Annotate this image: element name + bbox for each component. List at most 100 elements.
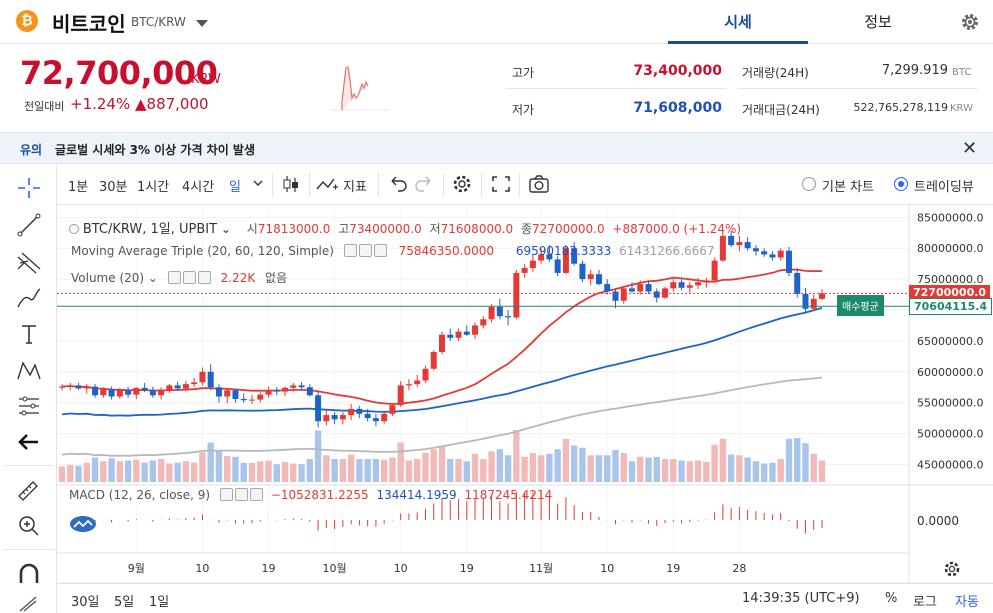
volume-value: 7,299.919 bbox=[881, 63, 948, 78]
volume-bar bbox=[323, 455, 330, 482]
camera-icon[interactable] bbox=[527, 173, 551, 195]
radio-basic-chart[interactable] bbox=[802, 177, 816, 191]
interval-4h[interactable]: 4시간 bbox=[182, 180, 215, 195]
tradingview-label[interactable]: 트레이딩뷰 bbox=[914, 180, 974, 195]
undo-icon[interactable] bbox=[385, 173, 409, 195]
lock-drawings-icon[interactable] bbox=[14, 593, 44, 613]
crosshair-icon[interactable] bbox=[14, 175, 44, 201]
radio-tradingview[interactable] bbox=[894, 177, 908, 191]
divider bbox=[272, 173, 273, 197]
volume-title[interactable]: Volume (20) bbox=[71, 271, 145, 285]
volume-bar bbox=[207, 442, 214, 482]
volume-bar bbox=[389, 457, 396, 482]
close-icon[interactable] bbox=[373, 244, 387, 257]
chevron-down-icon[interactable] bbox=[196, 20, 208, 27]
gear-icon[interactable] bbox=[941, 558, 963, 580]
volume-bar bbox=[802, 443, 809, 482]
notice-text: 글로벌 시세와 3% 이상 가격 차이 발생 bbox=[55, 143, 256, 157]
volume-bar bbox=[91, 457, 99, 482]
text-tool-icon[interactable] bbox=[14, 321, 44, 347]
measure-icon[interactable] bbox=[14, 393, 44, 419]
candle-body bbox=[488, 306, 495, 320]
time-axis-label: 10월 bbox=[323, 562, 347, 575]
candle-body bbox=[339, 415, 346, 420]
range-1d[interactable]: 1일 bbox=[149, 595, 170, 610]
volume-bar bbox=[595, 455, 603, 482]
volume-bar bbox=[653, 456, 660, 482]
back-arrow-icon[interactable] bbox=[14, 429, 44, 455]
percent-toggle[interactable]: % bbox=[885, 591, 898, 606]
price-axis-label: 65000000.0 bbox=[917, 335, 983, 348]
log-toggle[interactable]: 로그 bbox=[913, 595, 937, 610]
gear-icon[interactable] bbox=[358, 244, 372, 257]
candle-body bbox=[224, 390, 231, 397]
tradingview-logo-icon bbox=[70, 516, 96, 532]
magnet-icon[interactable] bbox=[14, 561, 44, 587]
eye-icon[interactable] bbox=[343, 244, 357, 257]
candle-body bbox=[298, 385, 305, 388]
drawing-toolbar bbox=[0, 165, 57, 613]
candle-body bbox=[240, 398, 247, 401]
settings-icon[interactable] bbox=[450, 173, 474, 195]
volume-bar bbox=[769, 462, 776, 482]
eye-icon[interactable] bbox=[167, 271, 181, 284]
zoom-in-icon[interactable] bbox=[14, 513, 44, 539]
macd-title[interactable]: MACD (12, 26, close, 9) bbox=[69, 488, 211, 502]
volume-bar bbox=[83, 462, 90, 482]
chevron-down-icon[interactable] bbox=[251, 175, 265, 191]
candle-body bbox=[455, 331, 462, 338]
close-icon[interactable] bbox=[197, 271, 211, 284]
chart-canvas[interactable]: 85000000.080000000.075000000.070000000.0… bbox=[57, 205, 993, 583]
basic-chart-label[interactable]: 기본 차트 bbox=[822, 180, 874, 195]
volume-bar bbox=[174, 462, 181, 482]
pitchfork-icon[interactable] bbox=[14, 249, 44, 275]
clock[interactable]: 14:39:35 (UTC+9) bbox=[742, 591, 860, 606]
candle-body bbox=[249, 399, 255, 401]
candle-type-icon[interactable] bbox=[279, 173, 303, 195]
volume-bar bbox=[100, 461, 107, 482]
tab-quote[interactable]: 시세 bbox=[668, 0, 808, 44]
symbol-legend: BTC/KRW, 1일, UPBIT ⌄ 시71813000.0 고734000… bbox=[69, 218, 741, 237]
interval-1h[interactable]: 1시간 bbox=[137, 180, 170, 195]
interval-1d[interactable]: 일 bbox=[229, 180, 241, 195]
macd-axis-label: 0.0000 bbox=[917, 514, 959, 528]
interval-1m[interactable]: 1분 bbox=[68, 180, 89, 195]
candle-body bbox=[199, 371, 206, 383]
pattern-icon[interactable] bbox=[14, 357, 44, 383]
fullscreen-icon[interactable] bbox=[489, 173, 513, 195]
close-icon[interactable] bbox=[249, 488, 263, 501]
indicator-icon[interactable] bbox=[315, 173, 339, 195]
close-icon[interactable]: ✕ bbox=[962, 138, 978, 159]
gear-icon[interactable] bbox=[182, 271, 196, 284]
gear-icon[interactable] bbox=[234, 488, 248, 501]
volume-bar bbox=[810, 453, 817, 482]
trendline-icon[interactable] bbox=[14, 212, 44, 238]
time-axis-label: 19 bbox=[460, 562, 474, 575]
candle-body bbox=[306, 387, 313, 396]
divider bbox=[378, 173, 379, 197]
candle-body bbox=[75, 385, 82, 389]
candle-body bbox=[711, 260, 718, 281]
brush-icon[interactable] bbox=[14, 285, 44, 311]
tab-info[interactable]: 정보 bbox=[864, 13, 892, 31]
redo-icon[interactable] bbox=[413, 173, 437, 195]
eye-icon[interactable] bbox=[219, 488, 233, 501]
candle-body bbox=[59, 386, 65, 388]
candle-body bbox=[133, 387, 140, 395]
gear-icon[interactable] bbox=[956, 10, 984, 34]
ma-title[interactable]: Moving Average Triple (20, 60, 120, Simp… bbox=[71, 244, 334, 258]
ruler-icon[interactable] bbox=[14, 477, 44, 503]
range-5d[interactable]: 5일 bbox=[114, 595, 135, 610]
low-value: 71,608,000 bbox=[633, 100, 722, 116]
interval-30m[interactable]: 30분 bbox=[99, 180, 128, 195]
auto-toggle[interactable]: 자동 bbox=[955, 595, 979, 610]
volume-bar bbox=[58, 466, 66, 482]
price-chart[interactable]: 85000000.080000000.075000000.070000000.0… bbox=[57, 205, 993, 613]
divider bbox=[4, 465, 54, 466]
symbol-title[interactable]: BTC/KRW, 1일, UPBIT bbox=[82, 222, 218, 237]
candle-body bbox=[389, 405, 396, 414]
range-30d[interactable]: 30일 bbox=[71, 595, 100, 610]
time-axis-label: 19 bbox=[262, 562, 276, 575]
indicator-label[interactable]: 지표 bbox=[343, 180, 367, 195]
divider bbox=[309, 173, 310, 197]
